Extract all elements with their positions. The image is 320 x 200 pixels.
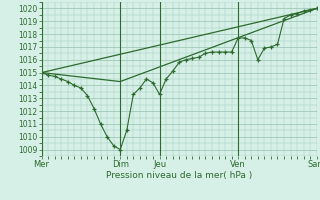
X-axis label: Pression niveau de la mer( hPa ): Pression niveau de la mer( hPa ) — [106, 171, 252, 180]
